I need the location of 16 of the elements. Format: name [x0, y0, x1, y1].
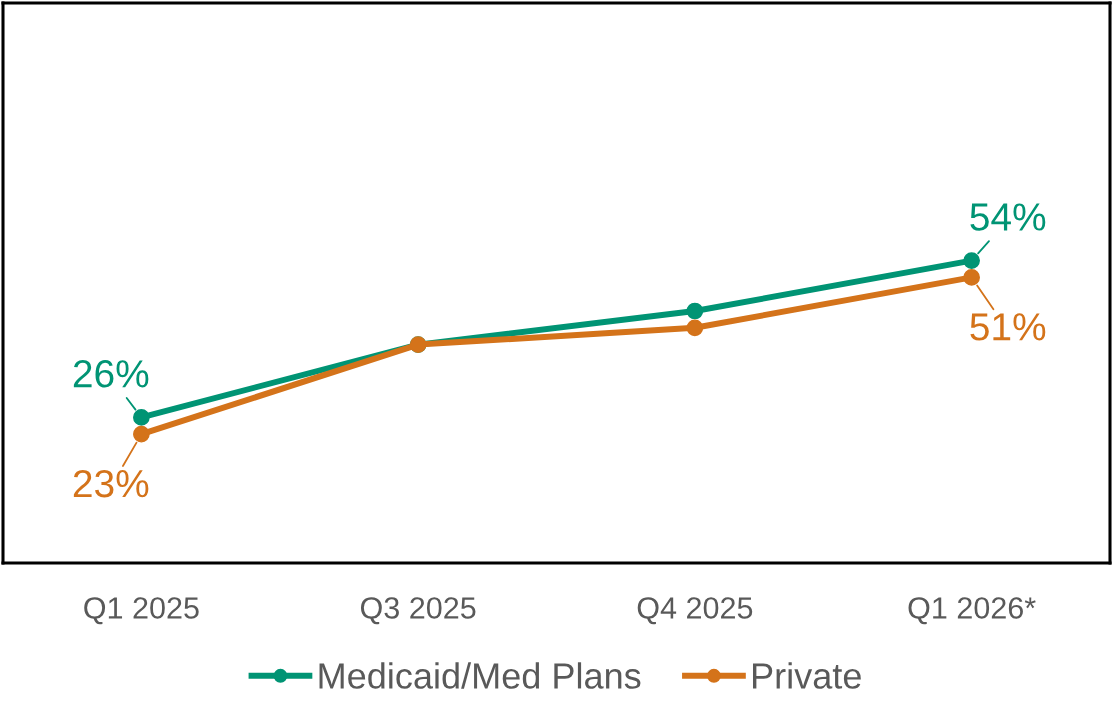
x-tick-label: Q1 2026* — [908, 597, 1036, 625]
point — [686, 302, 704, 320]
data-label: 51% — [970, 313, 1046, 341]
x-tick-label: Q4 2025 — [637, 597, 753, 625]
x-tick-label: Q3 2025 — [360, 597, 476, 625]
point — [133, 425, 150, 443]
point — [686, 319, 704, 337]
point — [963, 269, 980, 286]
legend-label: Private — [753, 662, 861, 689]
data-label: 26% — [73, 360, 149, 388]
data-label: 54% — [970, 203, 1046, 231]
data-label: 23% — [73, 469, 149, 498]
point — [133, 409, 150, 426]
x-tick-label: Q1 2025 — [84, 597, 199, 625]
point — [963, 252, 980, 269]
legend-label: Medicaid/Med Plans — [319, 662, 641, 689]
